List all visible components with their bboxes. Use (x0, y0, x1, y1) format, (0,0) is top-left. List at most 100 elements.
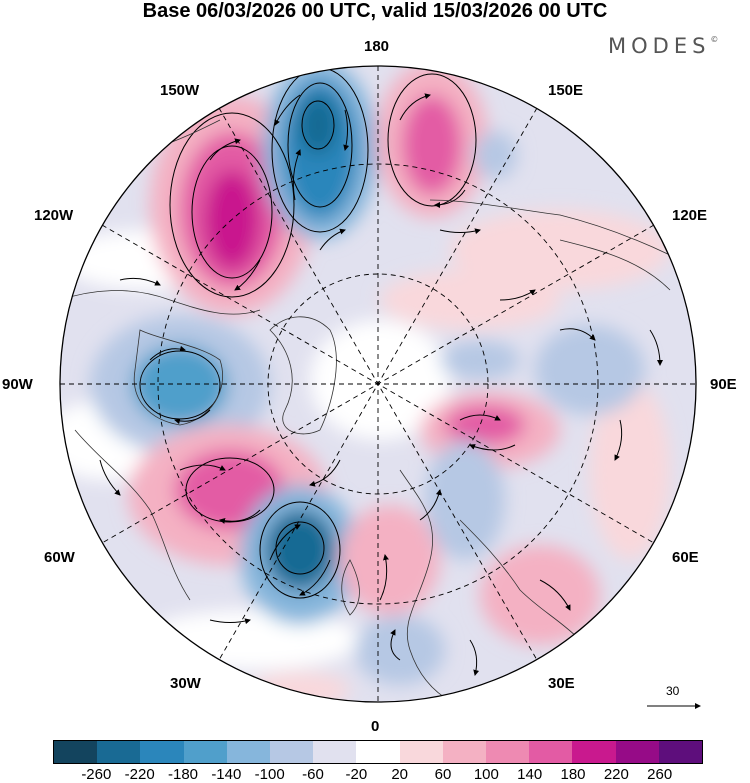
lon-label-0: 0 (371, 718, 380, 735)
wind-vector (539, 579, 571, 611)
contour-bering-1 (387, 73, 477, 207)
graticule (60, 66, 696, 702)
lon-label-30e: 30E (548, 675, 575, 692)
colorbar-swatch (313, 741, 357, 763)
map-boundary (59, 65, 697, 703)
wind-vector (459, 414, 501, 421)
wind-vector (219, 509, 261, 524)
lon-label-180: 180 (364, 38, 390, 55)
colorbar-tick-label: -140 (211, 766, 242, 783)
colorbar-tick-label: -220 (124, 766, 155, 783)
wind-vector (343, 109, 350, 151)
wind-vector (649, 329, 663, 366)
shade-pos-siberia-core (445, 405, 525, 445)
colorbar-swatch (658, 741, 703, 763)
shade-pos-greenland-sea (340, 505, 440, 615)
lon-label-60e: 60E (672, 549, 699, 566)
wind-vector (390, 629, 401, 661)
meridian-120e-60w (101, 224, 655, 544)
colorbar-swatch (572, 741, 616, 763)
coast-north-america-east (74, 429, 191, 601)
colorbar-tick-label: -20 (345, 766, 368, 783)
coast-kamchatka (559, 239, 671, 291)
shade-arctic-ridge (380, 270, 560, 330)
shade-east-siberia (450, 210, 670, 290)
coast-black-caspian (459, 519, 581, 641)
shade-neg-scandinavia (425, 440, 505, 560)
wind-vector (299, 559, 331, 596)
wind-vector (119, 277, 161, 286)
colorbar (53, 740, 703, 764)
wind-vector (614, 419, 623, 461)
wind-vector (179, 464, 226, 471)
colorbar-swatch (356, 741, 400, 763)
colorbar-tick-label: 20 (391, 766, 408, 783)
contour-atlantic-1 (259, 501, 341, 599)
wind-vector (434, 189, 466, 208)
lon-label-60w: 60W (44, 549, 75, 566)
copyright-mark: © (710, 35, 719, 44)
wind-vector (234, 259, 261, 291)
colorbar-tick-label: -60 (302, 766, 324, 783)
colorbar-swatch (486, 741, 530, 763)
contour-alaska-1 (169, 112, 295, 298)
wind-vector (149, 345, 186, 361)
shade-neg-kara (440, 340, 520, 380)
colorbar-swatch (183, 741, 227, 763)
colorbar-tick-label: 140 (517, 766, 543, 783)
colorbar-tick-label: 60 (434, 766, 452, 783)
wind-vector (319, 228, 346, 251)
colorbar-swatch (54, 741, 98, 763)
map-title: Base 06/03/2026 00 UTC, valid 15/03/2026… (142, 0, 608, 22)
wind-vector (309, 459, 341, 487)
colorbar-tick-label: 220 (603, 766, 629, 783)
coast-hudson-bay (133, 329, 223, 426)
lon-label-120e: 120E (672, 207, 708, 224)
contour-alaska-2 (191, 145, 273, 279)
shade-neg-central-siberia (535, 325, 645, 415)
wind-vector (209, 138, 241, 161)
shade-neg-aleutian-core (298, 95, 338, 155)
wind-vector (292, 149, 301, 201)
colorbar-swatch (270, 741, 314, 763)
shade-pole (310, 320, 450, 440)
contour-aleutian-3 (301, 100, 335, 150)
colorbar-tick-label: -260 (81, 766, 112, 783)
shade-pos-bering-core (402, 95, 462, 195)
wind-vector (559, 328, 596, 341)
coastlines (60, 119, 681, 702)
wind-vector (419, 489, 442, 521)
colorbar-tick-label: 180 (560, 766, 586, 783)
wind-vector (469, 444, 516, 451)
shade-neg-chukchi (473, 131, 517, 179)
shade-neg-hudson-core (132, 345, 228, 425)
polar-map (59, 65, 701, 709)
modes-logo: MODES© (608, 34, 718, 58)
coast-europe (399, 469, 471, 702)
wind-vector (174, 409, 211, 425)
shade-east-asia (590, 380, 670, 560)
contour-newfoundland-1 (185, 457, 275, 523)
wind-vector (399, 93, 431, 121)
wind-vector (469, 639, 480, 676)
colorbar-swatch (529, 741, 573, 763)
wind-vector (379, 554, 389, 601)
contour-aleutian-2 (287, 82, 353, 208)
shade-pos-azores (250, 672, 350, 702)
coast-canada-north (60, 290, 261, 315)
wind-vector (269, 524, 301, 561)
lon-label-30w: 30W (170, 675, 201, 692)
colorbar-tick-label: -100 (254, 766, 285, 783)
colorbar-swatch (399, 741, 443, 763)
lon-label-90e: 90E (710, 376, 737, 393)
lon-label-120w: 120W (34, 207, 74, 224)
wind-vectors (99, 93, 663, 676)
lon-label-150e: 150E (548, 82, 584, 99)
colorbar-tick-label: 260 (647, 766, 673, 783)
wind-vector (274, 94, 301, 126)
shade-pos-caspian (480, 545, 600, 645)
colorbar-tick-label: 100 (473, 766, 499, 783)
wind-vector (439, 228, 481, 235)
wind-vector (499, 289, 536, 301)
colorbar-swatch (442, 741, 487, 763)
